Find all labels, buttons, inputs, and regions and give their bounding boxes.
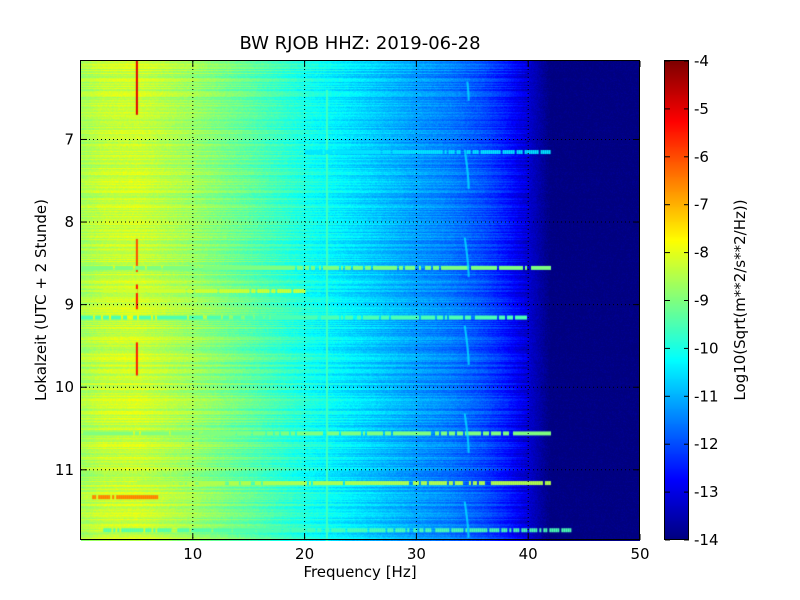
colorbar-tick-label: -14 bbox=[694, 531, 719, 549]
x-tick-label: 40 bbox=[519, 545, 538, 563]
colorbar-ticks: -4 -5 -6 -7 -8 -9 -10 -11 -12 -13 -14 bbox=[665, 52, 719, 549]
colorbar: -4 -5 -6 -7 -8 -9 -10 -11 -12 -13 -14 Log10(Sqrt(m… bbox=[664, 52, 749, 549]
y-axis-label: Lokalzeit (UTC + 2 Stunde) bbox=[32, 199, 50, 401]
x-axis-ticks: 10 20 30 40 50 bbox=[183, 61, 650, 563]
y-tick-label: 7 bbox=[64, 130, 74, 148]
colorbar-tick-label: -13 bbox=[694, 483, 719, 501]
y-axis-ticks: 7 8 9 10 11 bbox=[55, 130, 640, 479]
y-tick-label: 11 bbox=[55, 461, 74, 479]
y-tick-label: 10 bbox=[55, 378, 74, 396]
x-tick-label: 50 bbox=[630, 545, 649, 563]
colorbar-tick-label: -4 bbox=[694, 52, 709, 70]
y-tick-label: 8 bbox=[64, 213, 74, 231]
plot-frame bbox=[80, 60, 640, 540]
colorbar-tick-label: -10 bbox=[694, 339, 719, 357]
y-tick-label: 9 bbox=[64, 296, 74, 314]
colorbar-tick-label: -6 bbox=[694, 148, 709, 166]
x-tick-label: 30 bbox=[407, 545, 426, 563]
chart-title: BW RJOB HHZ: 2019-06-28 bbox=[239, 33, 480, 54]
x-tick-label: 10 bbox=[183, 545, 202, 563]
colorbar-tick-label: -12 bbox=[694, 435, 719, 453]
plot-area: 10 20 30 40 50 7 8 9 10 11 bbox=[55, 60, 650, 563]
colorbar-tick-label: -8 bbox=[694, 244, 709, 262]
x-tick-label: 20 bbox=[295, 545, 314, 563]
colorbar-tick-label: -11 bbox=[694, 387, 719, 405]
colorbar-label: Log10(Sqrt(m**2/s**2/Hz)) bbox=[731, 199, 749, 400]
colorbar-tick-label: -5 bbox=[694, 100, 709, 118]
colorbar-tick-label: -9 bbox=[694, 292, 709, 310]
colorbar-tick-label: -7 bbox=[694, 196, 709, 214]
x-axis-label: Frequency [Hz] bbox=[303, 563, 416, 581]
